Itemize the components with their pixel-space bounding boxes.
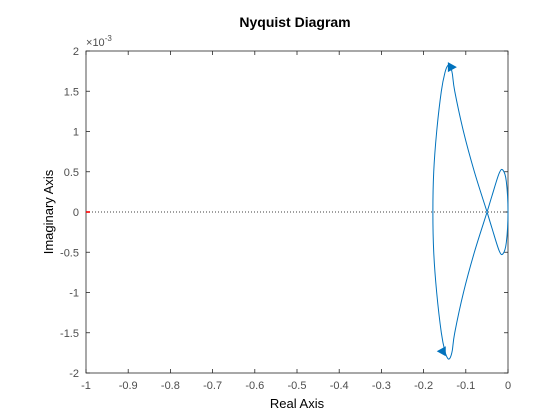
y-tick-label: 0.5 (64, 167, 79, 179)
y-tick-label: 1.5 (64, 86, 79, 98)
x-tick-label: -1 (81, 380, 91, 392)
x-tick-label: -0.6 (245, 380, 264, 392)
direction-arrow (447, 62, 457, 73)
y-tick-label: -0.5 (60, 247, 79, 259)
x-tick-label: -0.9 (119, 380, 138, 392)
chart-title: Nyquist Diagram (239, 14, 350, 30)
x-tick-label: 0 (505, 380, 511, 392)
y-axis-label: Imaginary Axis (41, 169, 56, 254)
y-tick-label: 2 (73, 46, 79, 58)
x-tick-label: -0.3 (372, 380, 391, 392)
y-axis-exponent: ×10-3 (86, 34, 112, 49)
y-axis-exponent-power: -3 (105, 34, 113, 43)
y-axis-exponent-prefix: × (86, 37, 92, 49)
y-axis-exponent-base: 10 (92, 37, 104, 49)
x-axis-ticks: -1 -0.9 -0.8 -0.7 -0.6 -0.5 -0.4 -0.3 -0.2 -0.1 0 (81, 51, 511, 392)
x-tick-label: -0.4 (330, 380, 349, 392)
y-tick-label: -2 (69, 368, 79, 380)
y-tick-label: 1 (73, 127, 79, 139)
x-axis-label: Real Axis (270, 396, 325, 411)
x-tick-label: -0.8 (161, 380, 180, 392)
y-tick-label: -1.5 (60, 328, 79, 340)
x-tick-label: -0.5 (288, 380, 307, 392)
plot-content (86, 62, 509, 360)
x-tick-label: -0.7 (203, 380, 222, 392)
y-tick-label: 0 (73, 207, 79, 219)
x-tick-label: -0.2 (414, 380, 433, 392)
y-tick-label: -1 (69, 288, 79, 300)
y-axis-ticks: -2 -1.5 -1 -0.5 0 0.5 1 1.5 2 (60, 46, 508, 380)
direction-arrow (436, 346, 446, 357)
x-tick-label: -0.1 (456, 380, 475, 392)
